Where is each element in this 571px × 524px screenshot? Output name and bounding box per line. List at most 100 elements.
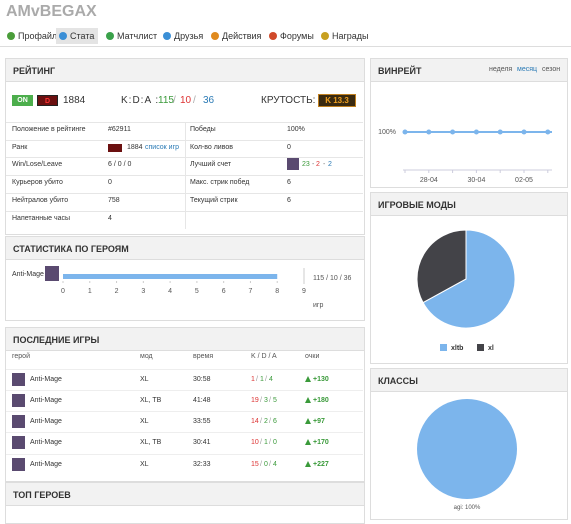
game-time: 32:33 xyxy=(193,461,211,468)
stat-value: 0 xyxy=(108,179,112,186)
hero-name[interactable]: Anti-Mage xyxy=(30,461,62,468)
stat-value: 4 xyxy=(108,215,112,222)
hero-stats-panel: СТАТИСТИКА ПО ГЕРОЯМ xyxy=(5,236,365,321)
tab[interactable]: Матчлист xyxy=(103,28,161,44)
kda-value: 2 xyxy=(264,418,268,425)
hero-icon xyxy=(12,415,25,428)
period[interactable]: месяц xyxy=(517,66,538,73)
game-mode: XL xyxy=(140,376,149,383)
kda-value: 3 xyxy=(264,397,268,404)
points: +130 xyxy=(313,376,329,383)
stat-label: Положение в рейтинге xyxy=(12,126,86,133)
period[interactable]: неделя xyxy=(489,66,513,73)
panel-header: СТАТИСТИКА ПО ГЕРОЯМ xyxy=(6,237,364,260)
points-arrow xyxy=(305,461,311,467)
panel-title: СТАТИСТИКА ПО ГЕРОЯМ xyxy=(13,244,129,254)
kda-value: 6 xyxy=(273,418,277,425)
tab[interactable]: Награды xyxy=(318,28,373,44)
panel-header: ВИНРЕЙТ xyxy=(371,59,567,82)
kda-value: 1 xyxy=(260,376,264,383)
panel-title: ПОСЛЕДНИЕ ИГРЫ xyxy=(13,335,100,345)
column-header: очки xyxy=(305,353,320,360)
rank-link[interactable]: список игр xyxy=(145,144,180,151)
tab-icon xyxy=(59,32,67,40)
tab-icon xyxy=(163,32,171,40)
kda-value: 19 xyxy=(251,397,259,404)
kda-separator: / xyxy=(265,376,267,383)
hero-name[interactable]: Anti-Mage xyxy=(30,397,62,404)
tab-icon xyxy=(7,32,15,40)
kda-value: 36 xyxy=(203,95,215,106)
tab-icon xyxy=(211,32,219,40)
recent-games-panel: ПОСЛЕДНИЕ ИГРЫ xyxy=(5,327,365,482)
row-line xyxy=(6,432,363,433)
game-time: 41:48 xyxy=(193,397,211,404)
hero-icon xyxy=(12,458,25,471)
hero-icon xyxy=(287,158,299,170)
panel-header: ПОСЛЕДНИЕ ИГРЫ xyxy=(6,328,364,351)
kda-value: 5 xyxy=(273,397,277,404)
kda-separator: / xyxy=(269,461,271,468)
tab[interactable]: Стата xyxy=(56,28,99,44)
tab-icon xyxy=(321,32,329,40)
best-score: 2 xyxy=(316,161,320,168)
hero-name: Anti-Mage xyxy=(12,271,44,278)
tab[interactable]: Профайл xyxy=(4,28,61,44)
game-time: 33:55 xyxy=(193,418,211,425)
stat-label: Ранк xyxy=(12,144,28,151)
stat-value: 0 xyxy=(287,144,291,151)
points: +170 xyxy=(313,439,329,446)
kda-separator: / xyxy=(260,439,262,446)
row-line xyxy=(6,157,363,158)
stat-value: 1884 xyxy=(127,144,143,151)
tab[interactable]: Друзья xyxy=(160,28,207,44)
hero-name[interactable]: Anti-Mage xyxy=(30,376,62,383)
stat-value: #62911 xyxy=(108,126,131,133)
panel-title: ВИНРЕЙТ xyxy=(378,66,422,76)
kda-value: 4 xyxy=(273,461,277,468)
stat-label: Победы xyxy=(190,126,216,133)
row-line xyxy=(6,390,363,391)
status-badge: ON xyxy=(12,95,33,106)
period[interactable]: сезон xyxy=(542,66,561,73)
stat-value: 6 xyxy=(287,179,291,186)
stat-label: Кол-во ливов xyxy=(190,144,233,151)
hero-icon xyxy=(45,266,59,281)
kda-separator: / xyxy=(269,397,271,404)
stat-label: Лучший счет xyxy=(190,161,232,168)
kda-value: 0 xyxy=(264,461,268,468)
col-divider xyxy=(185,122,186,229)
best-separator: - xyxy=(312,161,315,168)
rank-badge: D xyxy=(37,95,58,106)
panel-header: ТОП ГЕРОЕВ xyxy=(6,483,364,506)
hero-icon xyxy=(12,394,25,407)
stat-label: Напетанные часы xyxy=(12,215,71,222)
tab[interactable]: Форумы xyxy=(266,28,318,44)
row-line xyxy=(6,369,363,370)
points-arrow xyxy=(305,439,311,445)
winrate-panel: ВИНРЕЙТ xyxy=(370,58,568,188)
kda-separator: / xyxy=(269,439,271,446)
tabs-border xyxy=(0,46,571,47)
stat-value: 100% xyxy=(287,126,305,133)
stat-value: 6 xyxy=(287,197,291,204)
page: AMvBEGAX Профайл Стата Матчлист Друзья Действ… xyxy=(0,3,571,524)
row-line xyxy=(6,211,363,212)
hero-name[interactable]: Anti-Mage xyxy=(30,418,62,425)
game-modes-panel: ИГРОВЫЕ МОДЫ xyxy=(370,192,568,364)
panel-title: ИГРОВЫЕ МОДЫ xyxy=(378,200,456,210)
column-header: герой xyxy=(12,353,30,360)
game-mode: XL xyxy=(140,418,149,425)
kda-separator: / xyxy=(260,418,262,425)
game-mode: XL, TB xyxy=(140,439,162,446)
tab[interactable]: Действия xyxy=(208,28,265,44)
points-arrow xyxy=(305,418,311,424)
panel-title: РЕЙТИНГ xyxy=(13,66,56,76)
kda-value: 14 xyxy=(251,418,259,425)
panel-title: ТОП ГЕРОЕВ xyxy=(13,490,71,500)
tab-icon xyxy=(106,32,114,40)
points: +180 xyxy=(313,397,329,404)
hero-name[interactable]: Anti-Mage xyxy=(30,439,62,446)
column-header: K / D / A xyxy=(251,353,277,360)
panel-header: КЛАССЫ xyxy=(371,369,567,392)
